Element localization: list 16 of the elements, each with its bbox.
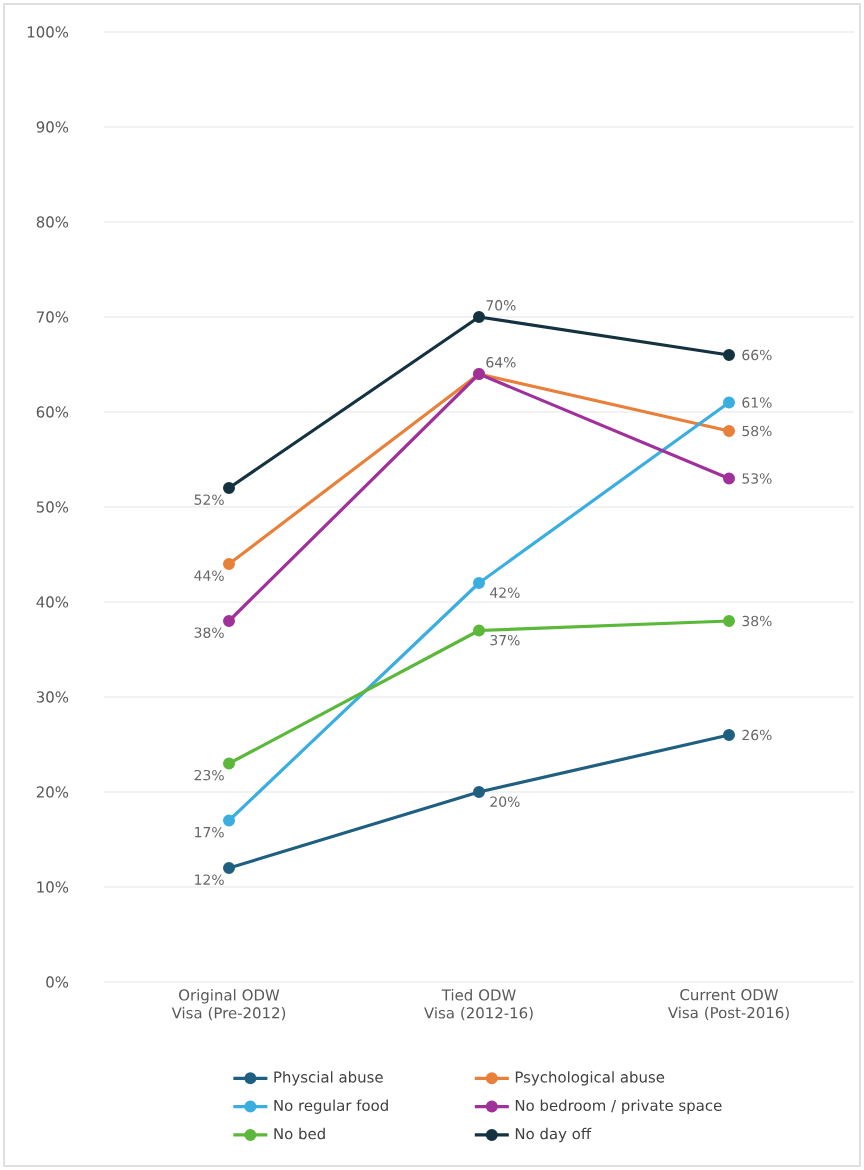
point bbox=[223, 481, 235, 494]
point bbox=[723, 472, 736, 485]
point bbox=[723, 614, 736, 627]
point bbox=[473, 786, 486, 798]
point bbox=[473, 310, 486, 323]
point bbox=[223, 814, 235, 827]
point bbox=[723, 396, 736, 409]
point bbox=[223, 614, 235, 627]
point bbox=[223, 862, 235, 874]
point bbox=[473, 576, 486, 589]
point bbox=[723, 728, 736, 741]
point bbox=[723, 348, 736, 361]
point bbox=[223, 757, 235, 770]
point bbox=[473, 624, 486, 637]
point bbox=[723, 424, 736, 437]
point bbox=[223, 557, 235, 570]
